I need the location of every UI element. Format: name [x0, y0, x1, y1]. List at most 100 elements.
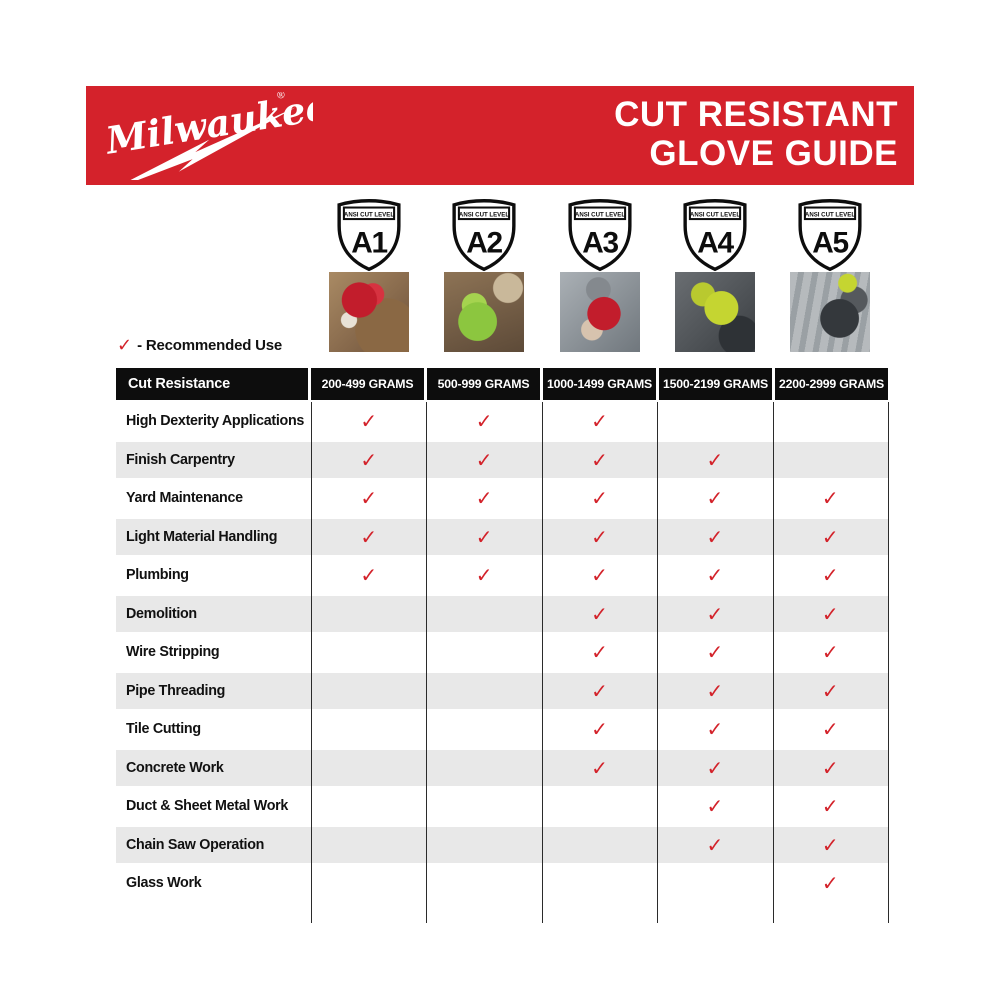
brand-banner: Milwaukee ® CUT RESISTANT GLOVE GUIDE: [86, 86, 914, 185]
checkmark-icon: ✓: [360, 409, 378, 434]
checkmark-icon: ✓: [706, 524, 724, 549]
table-row: Light Material Handling ✓ ✓ ✓ ✓ ✓: [116, 518, 888, 555]
table-row: Finish Carpentry ✓ ✓ ✓ ✓: [116, 441, 888, 478]
table-body: High Dexterity Applications ✓ ✓ ✓ Finish Car…: [116, 403, 888, 904]
recommendation-cell-a5: ✓: [773, 679, 888, 703]
column-rule: [888, 402, 889, 923]
recommendation-cell-a3: ✓: [542, 448, 657, 472]
checkmark-icon: ✓: [821, 678, 839, 703]
glove-photo-a2: [444, 272, 525, 352]
checkmark-icon: ✓: [475, 447, 493, 472]
legend-label: - Recommended Use: [137, 337, 283, 354]
recommendation-cell-a4: ✓: [657, 717, 772, 741]
checkmark-icon: ✓: [706, 640, 724, 665]
recommendation-cell-a4: ✓: [657, 602, 772, 626]
milwaukee-logo: Milwaukee ®: [101, 92, 313, 180]
checkmark-icon: ✓: [821, 640, 839, 665]
recommendation-cell-a5: ✓: [773, 717, 888, 741]
recommendation-cell-a5: ✓: [773, 794, 888, 818]
checkmark-icon: ✓: [706, 563, 724, 588]
recommendation-cell-a4: ✓: [657, 679, 772, 703]
checkmark-icon: ✓: [591, 524, 608, 549]
recommendation-cell-a3: ✓: [542, 486, 657, 510]
checkmark-icon: ✓: [706, 717, 724, 742]
header-grams-a3: 1000-1499 GRAMS: [543, 368, 656, 400]
recommendation-cell-a4: ✓: [657, 756, 772, 780]
checkmark-icon: ✓: [821, 832, 839, 857]
checkmark-icon: ✓: [591, 678, 608, 703]
recommendation-cell-a5: ✓: [773, 833, 888, 857]
badge-label-box: [573, 206, 626, 221]
checkmark-icon: ✓: [360, 524, 378, 549]
recommendation-cell-a5: ✓: [773, 563, 888, 587]
row-label: Yard Maintenance: [126, 490, 243, 507]
checkmark-icon: ✓: [360, 447, 378, 472]
row-label: Light Material Handling: [126, 528, 278, 545]
checkmark-icon: ✓: [475, 486, 493, 511]
glove-photo-a5: [790, 272, 871, 352]
checkmark-icon: ✓: [360, 563, 378, 588]
table-row: Glass Work ✓: [116, 865, 888, 902]
ansi-cut-level-badge-a1: ANSI CUT LEVEL A1: [335, 196, 403, 272]
badge-label: ANSI CUT LEVEL: [690, 211, 740, 218]
header-grams-a5: 2200-2999 GRAMS: [775, 368, 888, 400]
checkmark-icon: ✓: [591, 409, 608, 434]
recommendation-cell-a1: ✓: [311, 409, 426, 433]
page-title-line2: GLOVE GUIDE: [649, 134, 898, 173]
recommendation-cell-a3: ✓: [542, 525, 657, 549]
badge-level: A1: [351, 226, 387, 259]
recommendation-cell-a4: ✓: [657, 525, 772, 549]
row-label: Concrete Work: [126, 759, 224, 776]
checkmark-icon: ✓: [591, 486, 608, 511]
checkmark-icon: ✓: [475, 563, 493, 588]
badge-level: A4: [697, 226, 734, 259]
badge-label-box: [688, 206, 742, 221]
recommendation-cell-a5: ✓: [773, 525, 888, 549]
checkmark-icon: ✓: [821, 563, 839, 588]
recommendation-cell-a3: ✓: [542, 602, 657, 626]
glove-photo-a1: [328, 272, 409, 352]
registered-mark: ®: [277, 92, 287, 102]
recommendation-cell-a3: ✓: [542, 409, 657, 433]
row-label: High Dexterity Applications: [126, 413, 305, 430]
recommended-use-legend: ✓ - Recommended Use: [117, 335, 282, 356]
checkmark-icon: ✓: [706, 447, 724, 472]
checkmark-icon: ✓: [117, 335, 133, 356]
checkmark-icon: ✓: [475, 524, 493, 549]
recommendation-cell-a4: ✓: [657, 833, 772, 857]
page-title: CUT RESISTANT GLOVE GUIDE: [614, 95, 898, 173]
badge-label-box: [457, 206, 511, 221]
header-grams-a4: 1500-2199 GRAMS: [659, 368, 772, 400]
recommendation-cell-a2: ✓: [426, 409, 541, 433]
badge-label-box: [804, 206, 857, 221]
recommendation-cell-a3: ✓: [542, 679, 657, 703]
table-row: Concrete Work ✓ ✓ ✓: [116, 749, 888, 786]
checkmark-icon: ✓: [591, 755, 608, 780]
checkmark-icon: ✓: [821, 524, 839, 549]
recommendation-cell-a1: ✓: [311, 563, 426, 587]
checkmark-icon: ✓: [591, 563, 608, 588]
checkmark-icon: ✓: [706, 601, 724, 626]
badge-level: A2: [466, 226, 502, 259]
recommendation-cell-a4: ✓: [657, 448, 772, 472]
row-label: Tile Cutting: [126, 721, 201, 738]
badge-label: ANSI CUT LEVEL: [344, 211, 394, 218]
row-label: Demolition: [126, 605, 197, 622]
checkmark-icon: ✓: [591, 717, 608, 742]
badge-label: ANSI CUT LEVEL: [574, 211, 624, 218]
recommendation-cell-a3: ✓: [542, 756, 657, 780]
checkmark-icon: ✓: [706, 794, 724, 819]
glove-photo-a4: [674, 272, 755, 352]
recommendation-cell-a4: ✓: [657, 563, 772, 587]
table-row: Chain Saw Operation ✓ ✓: [116, 826, 888, 863]
checkmark-icon: ✓: [591, 447, 608, 472]
checkmark-icon: ✓: [821, 717, 839, 742]
table-row: Yard Maintenance ✓ ✓ ✓ ✓ ✓: [116, 480, 888, 517]
checkmark-icon: ✓: [706, 755, 724, 780]
checkmark-icon: ✓: [821, 755, 839, 780]
table-row: Pipe Threading ✓ ✓ ✓: [116, 672, 888, 709]
table-row: Duct & Sheet Metal Work ✓ ✓: [116, 788, 888, 825]
recommendation-cell-a2: ✓: [426, 486, 541, 510]
recommendation-cell-a2: ✓: [426, 563, 541, 587]
recommendation-cell-a4: ✓: [657, 486, 772, 510]
